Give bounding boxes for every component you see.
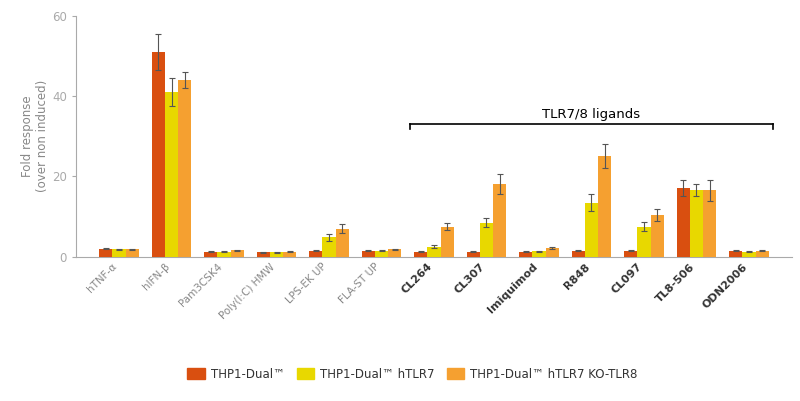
Text: TLR7/8 ligands: TLR7/8 ligands	[542, 108, 641, 121]
Bar	[650, 215, 664, 257]
Bar	[638, 227, 650, 257]
Bar	[165, 92, 178, 257]
Bar	[427, 247, 441, 257]
Bar	[322, 237, 335, 257]
Bar	[414, 252, 427, 257]
Bar	[218, 252, 230, 257]
Bar	[257, 252, 270, 257]
Bar	[585, 203, 598, 257]
Bar	[624, 251, 638, 257]
Bar	[703, 190, 716, 257]
Bar	[388, 249, 401, 257]
Bar	[113, 249, 126, 257]
Bar	[204, 252, 218, 257]
Bar	[230, 250, 244, 257]
Bar	[99, 249, 113, 257]
Bar	[467, 252, 480, 257]
Bar	[730, 251, 742, 257]
Bar	[572, 251, 585, 257]
Legend: THP1-Dual™, THP1-Dual™ hTLR7, THP1-Dual™ hTLR7 KO-TLR8: THP1-Dual™, THP1-Dual™ hTLR7, THP1-Dual™…	[182, 363, 642, 385]
Bar	[335, 229, 349, 257]
Bar	[480, 223, 493, 257]
Bar	[310, 251, 322, 257]
Bar	[533, 251, 546, 257]
Bar	[598, 156, 611, 257]
Bar	[375, 251, 388, 257]
Bar	[755, 251, 769, 257]
Bar	[690, 190, 703, 257]
Bar	[126, 249, 138, 257]
Bar	[742, 252, 755, 257]
Bar	[283, 252, 296, 257]
Bar	[546, 248, 558, 257]
Bar	[677, 188, 690, 257]
Bar	[362, 251, 375, 257]
Bar	[519, 252, 533, 257]
Bar	[493, 184, 506, 257]
Bar	[441, 227, 454, 257]
Y-axis label: Fold response
(over non induced): Fold response (over non induced)	[22, 80, 50, 192]
Bar	[152, 52, 165, 257]
Bar	[178, 80, 191, 257]
Bar	[270, 252, 283, 257]
